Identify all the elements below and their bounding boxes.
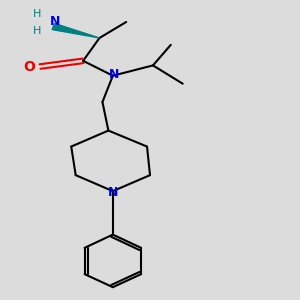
- Text: N: N: [109, 68, 119, 81]
- Text: N: N: [108, 186, 118, 199]
- Text: H: H: [33, 9, 41, 19]
- Text: H: H: [33, 26, 41, 36]
- Text: O: O: [23, 59, 35, 74]
- Text: N: N: [50, 16, 60, 28]
- Polygon shape: [52, 23, 100, 38]
